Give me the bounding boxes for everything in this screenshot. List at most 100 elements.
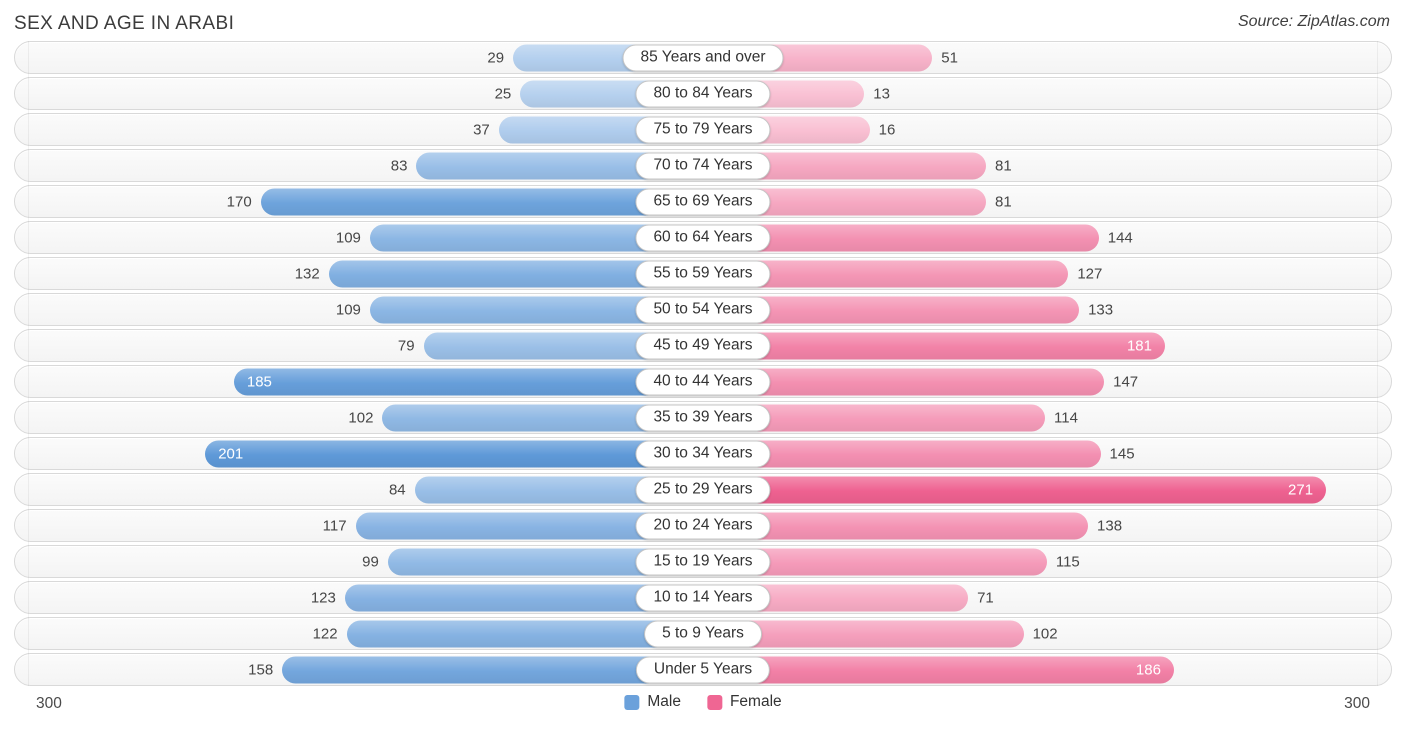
male-value: 25 [494, 85, 512, 102]
age-group-row: 271 84 25 to 29 Years [14, 473, 1392, 506]
male-value: 99 [362, 553, 379, 570]
female-value: 16 [878, 121, 896, 138]
male-value: 158 [248, 661, 274, 678]
age-label-pill: 5 to 9 Years [644, 620, 762, 647]
female-bar: 181 [703, 332, 1165, 359]
page-title: SEX AND AGE IN ARABI [14, 13, 235, 34]
age-group-row: 25 13 80 to 84 Years [14, 77, 1392, 110]
age-label-pill: 70 to 74 Years [635, 152, 771, 179]
chart-header: SEX AND AGE IN ARABI Source: ZipAtlas.co… [0, 0, 1406, 41]
female-value: 133 [1088, 301, 1114, 318]
right-axis-gridline [1377, 41, 1378, 686]
legend-male-label: Male [647, 693, 681, 710]
chart-rows: 29 51 85 Years and over 25 13 80 to 84 Y… [14, 41, 1392, 686]
female-bar [703, 224, 1099, 251]
female-value: 13 [873, 85, 890, 102]
female-value: 147 [1113, 373, 1139, 390]
age-label-pill: 60 to 64 Years [635, 224, 771, 251]
male-value: 102 [348, 409, 374, 426]
female-value: 51 [941, 49, 958, 66]
age-group-row: 102 114 35 to 39 Years [14, 401, 1392, 434]
female-value: 102 [1032, 625, 1058, 642]
male-bar: 185 [233, 368, 703, 395]
female-value: 71 [977, 589, 994, 606]
age-group-row: 99 115 15 to 19 Years [14, 545, 1392, 578]
age-label-pill: 75 to 79 Years [635, 116, 771, 143]
male-swatch-icon [624, 694, 640, 710]
female-value-inside: 271 [1288, 481, 1314, 498]
male-value-inside: 201 [218, 445, 244, 462]
female-value: 127 [1077, 265, 1103, 282]
female-value-inside: 181 [1126, 337, 1152, 354]
legend-item-male: Male [624, 693, 681, 711]
male-value: 170 [226, 193, 252, 210]
age-group-row: 122 102 5 to 9 Years [14, 617, 1392, 650]
male-bar [346, 620, 703, 647]
age-label-pill: 25 to 29 Years [635, 476, 771, 503]
male-value: 109 [335, 229, 361, 246]
age-label-pill: 65 to 69 Years [635, 188, 771, 215]
age-label-pill: 30 to 34 Years [635, 440, 771, 467]
source-credit: Source: ZipAtlas.com [1237, 13, 1390, 30]
female-value: 81 [994, 193, 1012, 210]
age-label-pill: 80 to 84 Years [635, 80, 771, 107]
male-value: 83 [390, 157, 408, 174]
female-value: 145 [1109, 445, 1135, 462]
age-label-pill: Under 5 Years [635, 656, 771, 683]
female-value: 114 [1054, 409, 1078, 426]
left-axis-gridline [28, 41, 29, 686]
age-group-row: 123 71 10 to 14 Years [14, 581, 1392, 614]
female-value: 138 [1097, 517, 1123, 534]
age-group-row: 181 79 45 to 49 Years [14, 329, 1392, 362]
female-value-inside: 186 [1135, 661, 1161, 678]
chart-area: 29 51 85 Years and over 25 13 80 to 84 Y… [14, 41, 1392, 686]
age-group-row: 170 81 65 to 69 Years [14, 185, 1392, 218]
male-value: 123 [310, 589, 336, 606]
legend-female-label: Female [729, 693, 782, 710]
age-group-row: 185 147 40 to 44 Years [14, 365, 1392, 398]
age-group-row: 117 138 20 to 24 Years [14, 509, 1392, 542]
female-value: 81 [994, 157, 1012, 174]
age-group-row: 132 127 55 to 59 Years [14, 257, 1392, 290]
male-value: 117 [322, 517, 347, 534]
male-value: 132 [294, 265, 320, 282]
age-label-pill: 15 to 19 Years [635, 548, 771, 575]
age-label-pill: 35 to 39 Years [635, 404, 771, 431]
male-bar [260, 188, 703, 215]
age-label-pill: 20 to 24 Years [635, 512, 771, 539]
age-label-pill: 55 to 59 Years [635, 260, 771, 287]
age-group-row: 109 133 50 to 54 Years [14, 293, 1392, 326]
age-label-pill: 10 to 14 Years [635, 584, 771, 611]
female-bar [703, 368, 1105, 395]
male-value: 84 [388, 481, 406, 498]
chart-footer: 300 Male Female 300 [14, 686, 1392, 713]
female-value: 144 [1107, 229, 1133, 246]
female-bar: 271 [703, 476, 1327, 503]
right-axis-max-label: 300 [1344, 695, 1370, 712]
male-bar [282, 656, 703, 683]
left-axis-max-label: 300 [36, 695, 62, 712]
female-bar: 186 [703, 656, 1174, 683]
male-bar: 201 [205, 440, 703, 467]
male-value: 109 [335, 301, 361, 318]
male-value: 122 [312, 625, 338, 642]
female-swatch-icon [706, 694, 722, 710]
male-value: 37 [473, 121, 490, 138]
male-value: 29 [487, 49, 505, 66]
legend-item-female: Female [706, 693, 782, 711]
female-value: 115 [1055, 553, 1080, 570]
age-label-pill: 50 to 54 Years [635, 296, 771, 323]
age-group-row: 29 51 85 Years and over [14, 41, 1392, 74]
age-group-row: 201 145 30 to 34 Years [14, 437, 1392, 470]
age-group-row: 83 81 70 to 74 Years [14, 149, 1392, 182]
age-label-pill: 85 Years and over [622, 44, 784, 71]
legend: Male Female [624, 693, 782, 711]
age-group-row: 186 158 Under 5 Years [14, 653, 1392, 686]
male-value: 79 [397, 337, 415, 354]
age-label-pill: 45 to 49 Years [635, 332, 771, 359]
age-label-pill: 40 to 44 Years [635, 368, 771, 395]
male-value-inside: 185 [246, 373, 272, 390]
age-group-row: 37 16 75 to 79 Years [14, 113, 1392, 146]
age-group-row: 109 144 60 to 64 Years [14, 221, 1392, 254]
